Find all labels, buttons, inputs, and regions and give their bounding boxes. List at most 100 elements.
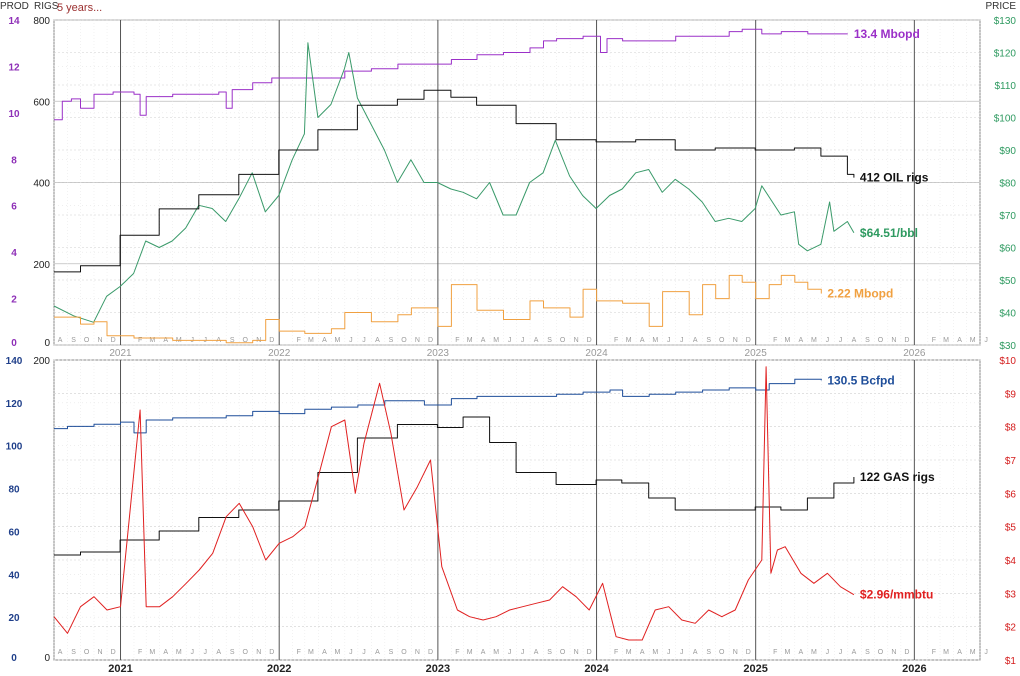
month-tick-label: S bbox=[865, 649, 870, 656]
month-tick-label: F bbox=[932, 337, 936, 344]
month-tick-label: O bbox=[243, 337, 249, 344]
month-tick-label: J bbox=[839, 337, 843, 344]
month-tick-label: A bbox=[534, 337, 539, 344]
month-tick-label: O bbox=[84, 649, 90, 656]
month-tick-label: M bbox=[149, 649, 155, 656]
month-tick-label: D bbox=[904, 649, 909, 656]
month-tick-label: A bbox=[375, 649, 380, 656]
month-tick-label: N bbox=[574, 337, 579, 344]
price-tick-label: $2 bbox=[1005, 623, 1017, 634]
month-tick-label: S bbox=[230, 649, 235, 656]
month-tick-label: O bbox=[878, 337, 884, 344]
month-tick-label: D bbox=[746, 337, 751, 344]
prod-tick-label: 60 bbox=[8, 527, 20, 538]
month-tick-label: J bbox=[349, 337, 353, 344]
rigs-axis-header: RIGS bbox=[34, 1, 59, 12]
month-tick-label: S bbox=[547, 337, 552, 344]
month-tick-label: O bbox=[719, 337, 725, 344]
year-tick-label: 2026 bbox=[902, 663, 926, 675]
month-tick-label: O bbox=[243, 649, 249, 656]
year-tick-label: 2022 bbox=[268, 348, 291, 359]
month-tick-label: S bbox=[71, 337, 76, 344]
month-tick-label: N bbox=[891, 649, 896, 656]
rigs-tick-label: 200 bbox=[33, 356, 50, 367]
price-tick-label: $40 bbox=[999, 309, 1016, 320]
month-tick-label: M bbox=[652, 337, 658, 344]
month-tick-label: F bbox=[614, 337, 618, 344]
month-tick-label: M bbox=[784, 649, 790, 656]
rigs-tick-label: 800 bbox=[33, 16, 50, 27]
month-tick-label: A bbox=[481, 649, 486, 656]
month-tick-label: M bbox=[308, 337, 314, 344]
gas_price-line bbox=[53, 366, 855, 641]
month-tick-label: J bbox=[984, 337, 988, 344]
month-tick-label: A bbox=[640, 337, 645, 344]
month-tick-label: D bbox=[587, 337, 592, 344]
month-tick-label: O bbox=[401, 649, 407, 656]
month-tick-label: A bbox=[693, 337, 698, 344]
month-tick-label: M bbox=[626, 337, 632, 344]
price-tick-label: $30 bbox=[999, 341, 1016, 352]
month-tick-label: J bbox=[680, 337, 684, 344]
month-tick-label: F bbox=[932, 649, 936, 656]
month-tick-label: S bbox=[706, 337, 711, 344]
prod-tick-label: 120 bbox=[6, 399, 23, 410]
year-tick-label: 2025 bbox=[743, 663, 767, 675]
month-tick-label: S bbox=[706, 649, 711, 656]
rigs-tick-label: 200 bbox=[33, 260, 50, 271]
month-tick-label: D bbox=[111, 649, 116, 656]
oil_prod-end-label: 13.4 Mbopd bbox=[854, 27, 920, 41]
month-tick-label: N bbox=[733, 649, 738, 656]
rigs-tick-label: 400 bbox=[33, 179, 50, 190]
year-tick-label: 2023 bbox=[426, 663, 450, 675]
price-tick-label: $60 bbox=[999, 244, 1016, 255]
price-tick-label: $3 bbox=[1005, 589, 1017, 600]
price-tick-label: $1 bbox=[1005, 656, 1017, 667]
month-tick-label: J bbox=[826, 649, 830, 656]
rigs-tick-label: 600 bbox=[33, 97, 50, 108]
range-selector[interactable]: 5 years... bbox=[57, 2, 102, 14]
price-tick-label: $70 bbox=[999, 211, 1016, 222]
month-tick-label: M bbox=[626, 649, 632, 656]
month-tick-label: J bbox=[204, 649, 208, 656]
month-tick-label: F bbox=[773, 649, 777, 656]
month-tick-label: F bbox=[297, 649, 301, 656]
gas_rigs-line bbox=[54, 416, 855, 556]
month-tick-label: M bbox=[149, 337, 155, 344]
month-tick-label: J bbox=[667, 649, 671, 656]
price-tick-label: $10 bbox=[999, 356, 1016, 367]
month-tick-label: N bbox=[891, 337, 896, 344]
year-tick-label: 2023 bbox=[427, 348, 450, 359]
month-tick-label: S bbox=[389, 649, 394, 656]
month-tick-label: D bbox=[111, 337, 116, 344]
price-tick-label: $100 bbox=[994, 114, 1017, 125]
prod-tick-label: 0 bbox=[11, 653, 17, 664]
month-tick-label: M bbox=[467, 337, 473, 344]
month-tick-label: D bbox=[428, 337, 433, 344]
month-tick-label: M bbox=[811, 337, 817, 344]
month-tick-label: J bbox=[362, 649, 366, 656]
month-tick-label: A bbox=[163, 649, 168, 656]
oil_rigs-line bbox=[54, 89, 855, 273]
month-tick-label: J bbox=[984, 649, 988, 656]
year-tick-label: 2021 bbox=[109, 348, 132, 359]
oil_price-line bbox=[53, 42, 855, 323]
month-tick-label: M bbox=[335, 337, 341, 344]
month-tick-label: N bbox=[574, 649, 579, 656]
month-tick-label: N bbox=[256, 649, 261, 656]
plot-frame bbox=[53, 359, 981, 661]
month-tick-label: J bbox=[680, 649, 684, 656]
month-tick-label: A bbox=[58, 337, 63, 344]
month-tick-label: N bbox=[415, 337, 420, 344]
gas_price-end-label: $2.96/mmbtu bbox=[860, 588, 933, 602]
price-tick-label: $4 bbox=[1005, 556, 1017, 567]
month-tick-label: M bbox=[943, 337, 949, 344]
month-tick-label: J bbox=[190, 649, 194, 656]
month-tick-label: M bbox=[652, 649, 658, 656]
month-tick-label: J bbox=[508, 337, 512, 344]
month-tick-label: D bbox=[746, 649, 751, 656]
month-tick-label: A bbox=[163, 337, 168, 344]
price-tick-label: $9 bbox=[1005, 389, 1017, 400]
month-tick-label: F bbox=[138, 337, 142, 344]
